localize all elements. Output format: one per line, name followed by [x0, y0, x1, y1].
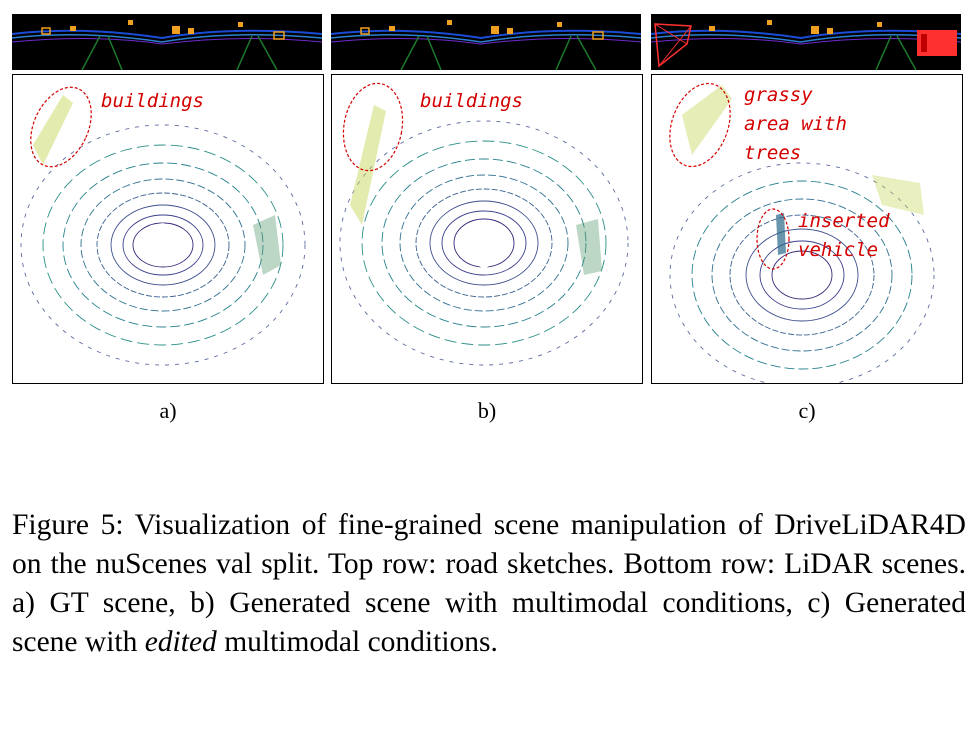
annotation-vehicle: vehicle	[798, 239, 878, 261]
caption-text-end: multimodal conditions.	[216, 626, 498, 658]
annotation-inserted: inserted	[798, 210, 890, 232]
panel-label-b: b)	[477, 398, 497, 423]
caption-emphasis: edited	[144, 626, 217, 658]
figure-caption: Figure 5: Visualization of fine-grained …	[12, 506, 966, 662]
panel-a: buildings a)	[12, 14, 324, 423]
annotation-grassy: grassy	[744, 84, 813, 106]
lidar-scene-c: grassy area with trees inserted vehicle	[651, 74, 963, 384]
caption-text: Figure 5: Visualization of fine-grained …	[12, 509, 966, 658]
road-sketch-b	[331, 14, 641, 70]
road-sketch-c	[651, 14, 961, 70]
road-sketch-a	[12, 14, 322, 70]
annotation-area-with: area with	[744, 113, 847, 135]
lidar-scene-a: buildings	[12, 74, 324, 384]
panel-b: buildings b)	[331, 14, 643, 423]
panel-label-a: a)	[159, 398, 177, 423]
annotation-buildings-b: buildings	[420, 90, 523, 112]
panel-label-c: c)	[798, 398, 816, 423]
panel-c: grassy area with trees inserted vehicle …	[651, 14, 963, 423]
lidar-scene-b: buildings	[331, 74, 643, 384]
annotation-buildings-a: buildings	[101, 90, 204, 112]
annotation-trees: trees	[744, 142, 801, 164]
